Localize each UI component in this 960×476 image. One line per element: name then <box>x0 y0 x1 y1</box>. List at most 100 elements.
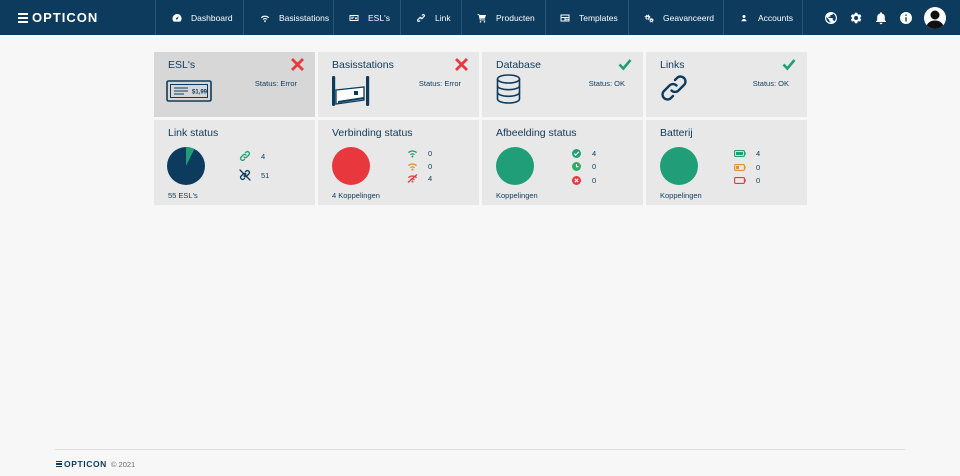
footer-divider <box>55 449 905 450</box>
legend-battery-full: 4 <box>734 147 760 159</box>
link-status-pie <box>167 147 205 185</box>
database-status-card[interactable]: Database Status: OK <box>482 52 643 117</box>
image-pending-count: 0 <box>592 161 597 171</box>
signal-good-count: 0 <box>428 148 433 158</box>
links-card-status: Status: OK <box>752 79 789 88</box>
battery-full-icon <box>734 147 746 159</box>
error-x-icon <box>291 58 304 71</box>
afbeelding-status-footer: Koppelingen <box>496 191 538 200</box>
nav-dashboard-label: Dashboard <box>191 12 233 23</box>
afbeelding-status-title: Afbeelding status <box>496 127 577 139</box>
link-chain-icon <box>661 75 687 101</box>
linked-pie-slice <box>186 147 195 166</box>
legend-signal-good: 0 <box>406 147 432 159</box>
link-status-card[interactable]: Link status 4 51 55 ESL's <box>154 120 315 205</box>
brand-name: OPTICON <box>32 10 99 25</box>
main-nav: Dashboard Basisstations ESL's Link Produ… <box>155 0 803 35</box>
globe-icon[interactable] <box>824 11 838 25</box>
battery-low-count: 0 <box>756 175 761 185</box>
legend-linked: 4 <box>239 150 265 162</box>
ok-check-icon <box>618 59 632 71</box>
battery-full-count: 4 <box>756 148 761 158</box>
esl-icon <box>349 14 359 21</box>
legend-battery-medium: 0 <box>734 161 760 173</box>
nav-accounts-label: Accounts <box>758 12 793 23</box>
header-actions <box>813 0 960 35</box>
link-status-title: Link status <box>168 127 219 139</box>
link-green-icon <box>239 150 251 162</box>
cart-icon <box>477 13 486 23</box>
legend-signal-medium: 0 <box>406 160 432 172</box>
signal-bad-count: 4 <box>428 173 433 183</box>
info-icon[interactable] <box>899 11 913 25</box>
esl-tag-icon: $1,99 <box>166 80 212 102</box>
nav-templates[interactable]: Templates <box>545 0 628 35</box>
afbeelding-status-circle <box>496 147 534 185</box>
brand-logo[interactable]: OPTICON <box>0 0 155 35</box>
wifi-good-icon <box>406 147 418 159</box>
footer-menu-icon <box>56 461 62 467</box>
nav-basisstations[interactable]: Basisstations <box>243 0 333 35</box>
batterij-status-footer: Koppelingen <box>660 191 702 200</box>
database-card-title: Database <box>496 59 541 71</box>
nav-producten-label: Producten <box>496 12 535 23</box>
batterij-status-card[interactable]: Batterij 4 0 0 Koppelingen <box>646 120 807 205</box>
unlink-icon <box>239 169 251 181</box>
afbeelding-status-card[interactable]: Afbeelding status 4 0 0 Koppelingen <box>482 120 643 205</box>
nav-dashboard[interactable]: Dashboard <box>155 0 243 35</box>
unlinked-count: 51 <box>261 170 270 180</box>
links-card-title: Links <box>660 59 685 71</box>
signal-medium-count: 0 <box>428 161 433 171</box>
verbinding-status-circle <box>332 147 370 185</box>
error-x-icon <box>455 58 468 71</box>
menu-icon <box>18 12 28 23</box>
bell-icon[interactable] <box>874 11 888 25</box>
esl-card-status: Status: Error <box>254 79 297 88</box>
dashboard-icon <box>172 13 182 22</box>
links-status-card[interactable]: Links Status: OK <box>646 52 807 117</box>
clock-icon <box>570 160 582 172</box>
legend-image-pending: 0 <box>570 160 596 172</box>
footer-copyright: © 2021 <box>110 459 136 469</box>
basisstations-card-status: Status: Error <box>418 79 461 88</box>
image-done-count: 4 <box>592 148 597 158</box>
template-icon <box>560 14 570 21</box>
gear-icon[interactable] <box>849 11 863 25</box>
base-station-icon <box>332 76 370 106</box>
nav-geavanceerd[interactable]: Geavanceerd <box>628 0 723 35</box>
link-icon <box>417 13 425 22</box>
user-icon <box>741 14 747 21</box>
error-circle-icon <box>570 174 582 186</box>
basisstations-status-card[interactable]: Basisstations Status: Error <box>318 52 479 117</box>
esl-status-card[interactable]: ESL's $1,99 Status: Error <box>154 52 315 117</box>
battery-medium-count: 0 <box>756 162 761 172</box>
database-card-status: Status: OK <box>588 79 625 88</box>
nav-templates-label: Templates <box>579 12 618 23</box>
nav-geavanceerd-label: Geavanceerd <box>663 12 715 23</box>
battery-medium-icon <box>734 161 746 173</box>
legend-battery-low: 0 <box>734 174 760 186</box>
legend-unlinked: 51 <box>239 169 269 181</box>
wifi-icon <box>260 15 270 22</box>
ok-check-icon <box>782 59 796 71</box>
nav-esls-label: ESL's <box>368 12 390 23</box>
legend-signal-bad: 4 <box>406 172 432 184</box>
battery-empty-icon <box>734 174 746 186</box>
gears-icon <box>644 14 654 22</box>
wifi-medium-icon <box>406 160 418 172</box>
nav-esls[interactable]: ESL's <box>333 0 400 35</box>
page-footer: OPTICON © 2021 <box>56 459 135 469</box>
verbinding-status-title: Verbinding status <box>332 127 413 139</box>
nav-producten[interactable]: Producten <box>461 0 545 35</box>
batterij-status-title: Batterij <box>660 127 693 139</box>
top-navigation-bar: OPTICON Dashboard Basisstations ESL's Li… <box>0 0 960 35</box>
verbinding-status-card[interactable]: Verbinding status 0 0 4 4 Koppelingen <box>318 120 479 205</box>
batterij-status-circle <box>660 147 698 185</box>
nav-link-label: Link <box>435 12 451 23</box>
database-icon <box>496 74 521 104</box>
avatar[interactable] <box>924 6 946 29</box>
nav-link[interactable]: Link <box>400 0 461 35</box>
link-status-footer: 55 ESL's <box>168 191 198 200</box>
esl-price-label: $1,99 <box>192 90 208 96</box>
nav-accounts[interactable]: Accounts <box>723 0 803 35</box>
